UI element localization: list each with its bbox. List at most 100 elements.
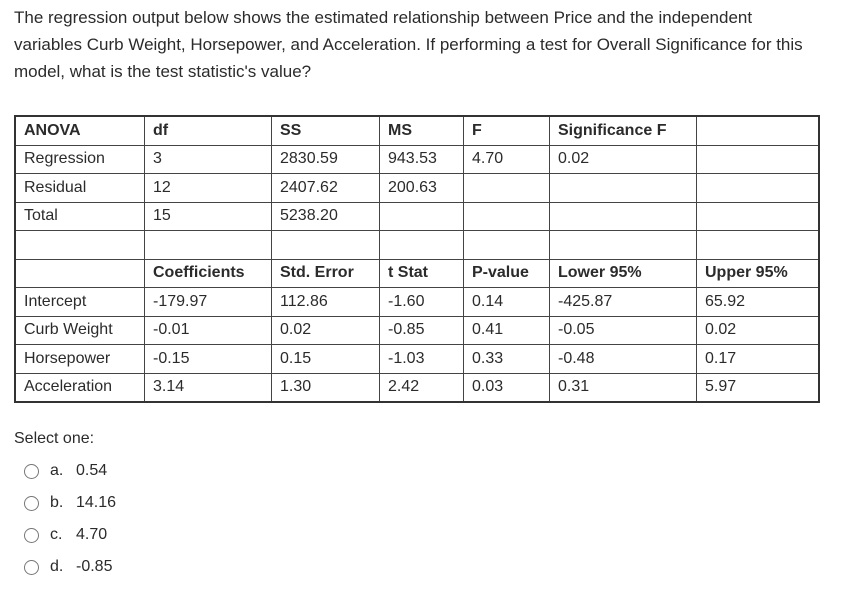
table-cell: 2.42 [379,372,464,403]
prompt: Select one: [14,430,95,447]
table-cell [549,201,697,231]
table-cell: 0.41 [463,315,550,345]
table-row: ANOVA df SS MS F Significance F [14,115,820,146]
table-cell: 943.53 [379,144,464,174]
option-letter: b. [50,494,64,511]
table-cell: Lower 95% [549,258,697,288]
table-cell: -0.01 [144,315,272,345]
table-row: Horsepower -0.15 0.15 -1.03 0.33 -0.48 0.17 [14,344,820,374]
radio-button[interactable] [24,463,39,479]
table-cell [463,173,550,203]
table-cell: -0.15 [144,344,272,374]
table-row: Coefficients Std. Error t Stat P-value Lower… [14,258,820,288]
table-cell: Acceleration [14,372,145,403]
table-cell: 0.15 [271,344,380,374]
table-cell [696,173,820,203]
table-cell: 0.02 [271,315,380,345]
table-cell: -1.60 [379,287,464,317]
option-letter: a. [50,462,64,479]
table-cell: 12 [144,173,272,203]
table-cell: 200.63 [379,173,464,203]
table-cell: Curb Weight [14,315,145,345]
table-cell: MS [379,115,464,146]
table-cell: Upper 95% [696,258,820,288]
table-cell [379,230,464,260]
table-cell: 1.30 [271,372,380,403]
table-cell: df [144,115,272,146]
table-cell: -0.48 [549,344,697,374]
table-cell [463,201,550,231]
table-cell: 0.02 [549,144,697,174]
table-cell: t Stat [379,258,464,288]
option-text: 4.70 [76,526,108,543]
table-row: Intercept -179.97 112.86 -1.60 0.14 -425.87 65… [14,287,820,317]
table-cell: 0.17 [696,344,820,374]
table-cell [549,173,697,203]
table-cell: -0.85 [379,315,464,345]
regression-table: ANOVA df SS MS F Significance F Regression 3 283… [14,115,820,403]
table-cell: 2830.59 [271,144,380,174]
table-cell [379,201,464,231]
table-cell: -1.03 [379,344,464,374]
table-cell: SS [271,115,380,146]
table-cell [14,258,145,288]
table-row: Residual 12 2407.62 200.63 [14,173,820,203]
table-cell: -425.87 [549,287,697,317]
table-cell: 4.70 [463,144,550,174]
table-cell [696,201,820,231]
table-cell: 5.97 [696,372,820,403]
table-cell: 0.33 [463,344,550,374]
table-cell: 5238.20 [271,201,380,231]
table-cell [696,115,820,146]
table-cell: -0.05 [549,315,697,345]
option-text: 0.54 [76,462,108,479]
table-cell: P-value [463,258,550,288]
option-text: 14.16 [76,494,117,511]
table-cell [271,230,380,260]
table-cell: ANOVA [14,115,145,146]
option-letter: d. [50,558,64,575]
table-row: Regression 3 2830.59 943.53 4.70 0.02 [14,144,820,174]
table-cell [549,230,697,260]
option-letter: c. [50,526,63,543]
table-row: Acceleration 3.14 1.30 2.42 0.03 0.31 5.97 [14,372,820,403]
table-cell: Horsepower [14,344,145,374]
option[interactable]: b. 14.16 [24,494,116,512]
table-cell: 0.31 [549,372,697,403]
table-cell: Regression [14,144,145,174]
option[interactable]: c. 4.70 [24,526,107,544]
radio-button[interactable] [24,495,39,511]
table-cell: 0.03 [463,372,550,403]
table-cell [144,230,272,260]
table-cell: 65.92 [696,287,820,317]
option[interactable]: d. -0.85 [24,558,112,576]
table-cell: Significance F [549,115,697,146]
table-cell: 15 [144,201,272,231]
table-row: Total 15 5238.20 [14,201,820,231]
table-cell: Intercept [14,287,145,317]
table-cell: Coefficients [144,258,272,288]
radio-button[interactable] [24,559,39,575]
table-cell [463,230,550,260]
table-cell: 3 [144,144,272,174]
question: The regression output below shows the es… [14,8,803,81]
table-row [14,230,820,260]
table-row: Curb Weight -0.01 0.02 -0.85 0.41 -0.05 0.02 [14,315,820,345]
table-cell: 3.14 [144,372,272,403]
option-text: -0.85 [76,558,113,575]
table-cell: Residual [14,173,145,203]
table-cell [696,230,820,260]
table-cell: 0.14 [463,287,550,317]
table-cell: Std. Error [271,258,380,288]
table-cell: 112.86 [271,287,380,317]
table-cell: F [463,115,550,146]
radio-button[interactable] [24,527,39,543]
table-cell: Total [14,201,145,231]
table-cell [696,144,820,174]
table-cell [14,230,145,260]
table-cell: 0.02 [696,315,820,345]
option[interactable]: a. 0.54 [24,462,107,480]
table-cell: -179.97 [144,287,272,317]
table-cell: 2407.62 [271,173,380,203]
